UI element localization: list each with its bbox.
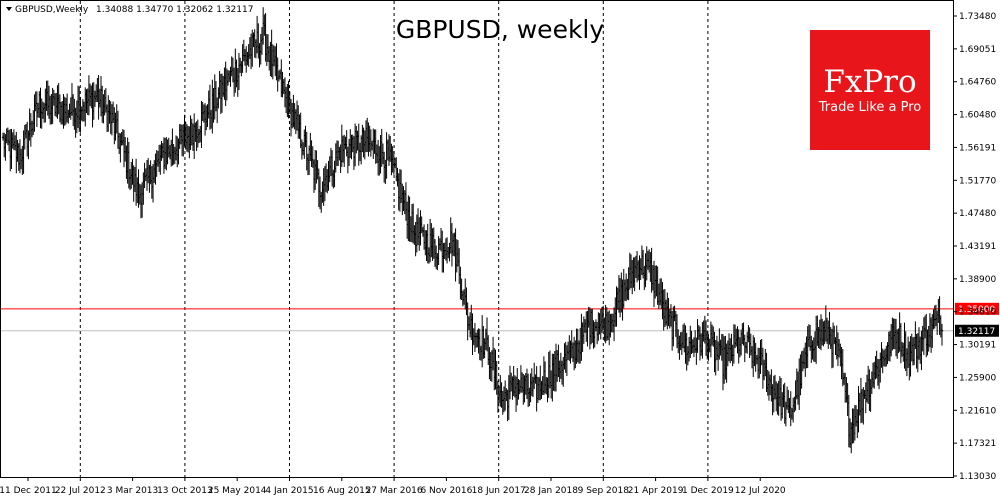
y-tick-label: 1.69051 [959,45,996,55]
x-tick-label: 18 Jun 2017 [472,486,526,496]
price-badge-label: 1.35000 [958,305,995,315]
y-tick-label: 1.38900 [959,275,996,285]
x-tick-label: 21 Apr 2019 [628,486,684,496]
x-tick-label: 4 Jan 2015 [265,486,313,496]
x-tick-label: 13 Oct 2013 [157,486,213,496]
y-axis: 1.73480 1.69051 1.64760 1.60480 1.56191 1.517… [953,12,996,482]
x-tick-label: 22 Jul 2012 [55,486,106,496]
y-tick-label: 1.73480 [959,12,996,22]
price-bars [1,7,944,454]
y-tick-label: 1.60480 [959,111,996,121]
x-tick-label: 28 Jan 2018 [524,486,578,496]
y-tick-label: 1.64760 [959,78,996,88]
chart-title: GBPUSD, weekly [396,15,605,44]
x-tick-label: 3 Mar 2013 [107,486,158,496]
x-tick-label: 16 Aug 2015 [313,486,371,496]
horizontal-lines: 1.35000 1.32117 [1,302,999,337]
y-tick-label: 1.47480 [959,209,996,219]
x-tick-label: 6 Nov 2016 [420,486,472,496]
vertical-gridlines [79,1,709,477]
y-tick-label: 1.21610 [959,406,996,416]
plot-frame [0,0,954,478]
x-tick-label: 11 Dec 2011 [0,486,57,496]
x-tick-label: 25 May 2014 [208,486,267,496]
price-badge [955,324,999,337]
x-tick-label: 1 Dec 2019 [682,486,734,496]
price-bar [940,323,944,346]
y-tick-label: 1.51770 [959,176,996,186]
symbol-label: GBPUSD,Weekly [15,5,89,15]
y-tick-label: 1.13030 [959,472,996,482]
y-tick-label: 1.17321 [959,439,996,449]
x-tick-label: 12 Jul 2020 [735,486,786,496]
ohlc-readout: 1.34088 1.34770 1.32062 1.32117 [96,5,253,15]
fxpro-logo: FxPro Trade Like a Pro [810,30,930,150]
y-tick-label: 1.30191 [959,341,996,351]
x-tick-label: 9 Sep 2018 [578,486,630,496]
logo-tagline: Trade Like a Pro [818,100,922,115]
price-badge [955,302,999,315]
price-badge-label: 1.32117 [958,327,995,337]
x-tick-label: 27 Mar 2016 [366,486,423,496]
y-tick-label: 1.43191 [959,242,996,252]
y-tick-label: 1.56191 [959,143,996,153]
y-tick-label: 1.25900 [959,373,996,383]
triangle-down-icon[interactable] [6,7,12,11]
y-tick-label: 1.34610 [959,308,996,318]
logo-brand: FxPro [823,64,916,100]
